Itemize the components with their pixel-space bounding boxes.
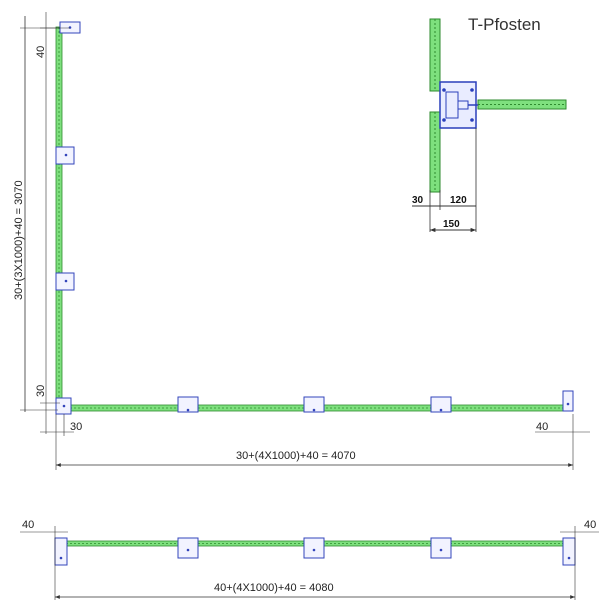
plan-straight: 40 40 40+(4X1000)+40 = 4080	[20, 519, 599, 600]
detail-dim-arm: 120	[450, 195, 467, 206]
post-marker	[55, 272, 75, 291]
t-post-detail: T-Pfosten 30 120 150	[412, 15, 567, 233]
detail-title: T-Pfosten	[468, 15, 541, 34]
post-marker	[562, 537, 576, 566]
post-marker	[54, 537, 68, 566]
l-horizontal-left-dim: 30	[70, 421, 82, 433]
l-vertical-bottom-dim: 30	[35, 385, 47, 397]
plan-l-shape: 30+(3X1000)+40 = 3070 40 30 30 40 30+(4X…	[13, 12, 590, 470]
l-horizontal-label: 30+(4X1000)+40 = 4070	[236, 450, 356, 462]
detail-dim-total: 150	[443, 219, 460, 230]
post-marker	[430, 537, 452, 559]
post-marker	[303, 396, 325, 413]
post-marker	[562, 390, 574, 412]
post-marker	[177, 537, 199, 559]
straight-label: 40+(4X1000)+40 = 4080	[214, 582, 334, 594]
post-marker	[177, 396, 199, 413]
post-marker	[59, 21, 81, 34]
detail-dim-offset: 30	[412, 195, 424, 206]
post-marker	[430, 396, 452, 413]
l-vertical-label: 30+(3X1000)+40 = 3070	[13, 180, 25, 300]
straight-right-dim: 40	[584, 519, 596, 531]
post-marker	[303, 537, 325, 559]
l-horizontal-right-dim: 40	[536, 421, 548, 433]
straight-left-dim: 40	[22, 519, 34, 531]
l-vertical-top-dim: 40	[35, 46, 47, 58]
post-marker	[55, 397, 72, 415]
post-marker	[55, 146, 75, 165]
